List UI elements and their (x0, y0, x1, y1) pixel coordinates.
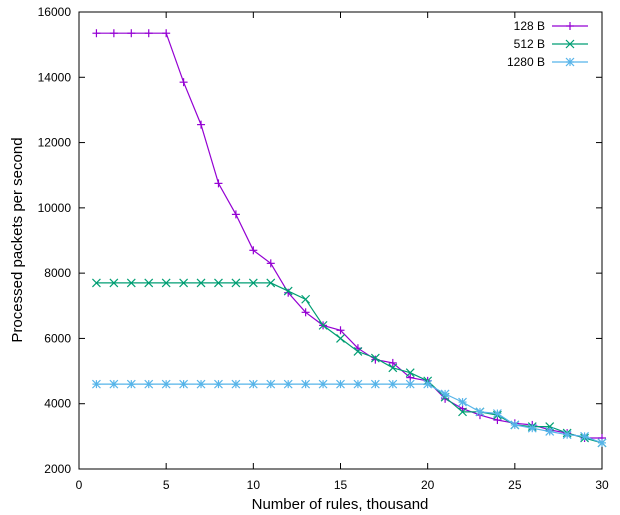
legend-marker (566, 22, 574, 30)
y-tick-label: 2000 (44, 462, 71, 476)
data-point (197, 120, 206, 129)
data-point (179, 278, 189, 288)
data-point (301, 379, 311, 389)
x-tick-label: 30 (595, 478, 609, 492)
data-point (266, 278, 276, 288)
y-tick-label: 10000 (38, 201, 72, 215)
series-layer (92, 29, 607, 448)
series-line (96, 282, 603, 444)
data-point (353, 347, 363, 356)
data-point (196, 278, 206, 288)
data-point (109, 379, 119, 389)
data-point (597, 438, 607, 448)
data-point (388, 379, 398, 389)
data-point (283, 286, 293, 296)
series-line (96, 32, 602, 439)
data-point (248, 278, 258, 288)
data-point (440, 389, 450, 399)
data-point (144, 278, 154, 288)
data-point (126, 278, 136, 288)
data-point (92, 29, 101, 38)
data-point (370, 379, 380, 389)
x-tick-label: 15 (334, 478, 348, 492)
data-point (179, 78, 188, 87)
data-point (127, 29, 136, 38)
data-point (214, 278, 223, 288)
y-axis-label: Processed packets per second (9, 137, 26, 342)
data-point (353, 379, 363, 389)
data-point (562, 430, 572, 440)
x-tick-label: 25 (508, 478, 522, 492)
x-axis-label: Number of rules, thousand (252, 496, 429, 513)
x-tick-label: 20 (421, 478, 435, 492)
data-point (405, 368, 415, 378)
data-point (545, 427, 555, 436)
data-point (527, 423, 537, 433)
data-point (109, 278, 119, 288)
y-tick-label: 16000 (38, 5, 72, 19)
y-tick-label: 12000 (38, 136, 72, 150)
plot-frame (78, 11, 603, 470)
x-tick-label: 0 (76, 478, 83, 492)
data-point (179, 379, 189, 389)
data-point (144, 29, 153, 38)
x-tick-label: 10 (247, 478, 261, 492)
data-point (231, 379, 241, 389)
data-point (161, 278, 171, 288)
data-point (214, 179, 223, 188)
series-512-b (92, 278, 607, 448)
axis-ticks: 0 5 10 15 20 25 30 2000 4000 6000 8000 10000 12000 14… (38, 5, 609, 492)
data-point (109, 29, 118, 38)
series-1280-b (92, 379, 607, 448)
data-point (458, 397, 467, 407)
data-point (423, 379, 433, 389)
legend-label: 512 B (514, 37, 545, 51)
data-point (336, 334, 345, 343)
data-point (249, 246, 258, 255)
legend-label: 1280 B (507, 55, 545, 69)
data-point (370, 353, 380, 363)
data-point (336, 379, 345, 389)
data-point (126, 379, 136, 389)
y-tick-label: 14000 (38, 70, 72, 84)
data-point (458, 407, 467, 417)
data-point (196, 379, 206, 389)
data-point (266, 379, 276, 389)
data-point (301, 294, 311, 304)
data-point (214, 379, 223, 389)
data-point (318, 379, 328, 389)
data-point (162, 29, 171, 38)
data-point (248, 379, 258, 389)
y-tick-label: 8000 (44, 266, 71, 280)
data-point (510, 420, 520, 430)
data-point (405, 379, 415, 389)
legend-label: 128 B (514, 19, 545, 33)
data-point (266, 259, 275, 268)
data-point (336, 326, 345, 335)
series-line (96, 383, 603, 444)
x-tick-label: 5 (163, 478, 170, 492)
data-point (492, 409, 502, 418)
legend-marker (565, 57, 575, 67)
data-point (580, 431, 589, 441)
data-point (231, 278, 241, 288)
data-point (92, 278, 101, 288)
y-tick-label: 4000 (44, 397, 71, 411)
data-point (92, 379, 101, 389)
data-point (388, 363, 398, 373)
data-point (161, 379, 171, 389)
data-point (301, 308, 310, 317)
data-point (283, 379, 293, 389)
data-point (231, 210, 240, 219)
legend: 128 B 512 B 1280 B (507, 19, 588, 69)
data-point (144, 379, 154, 389)
legend-marker (565, 39, 575, 49)
data-point (475, 407, 485, 417)
data-point (318, 320, 328, 330)
y-tick-label: 6000 (44, 331, 71, 345)
data-point (388, 358, 397, 367)
